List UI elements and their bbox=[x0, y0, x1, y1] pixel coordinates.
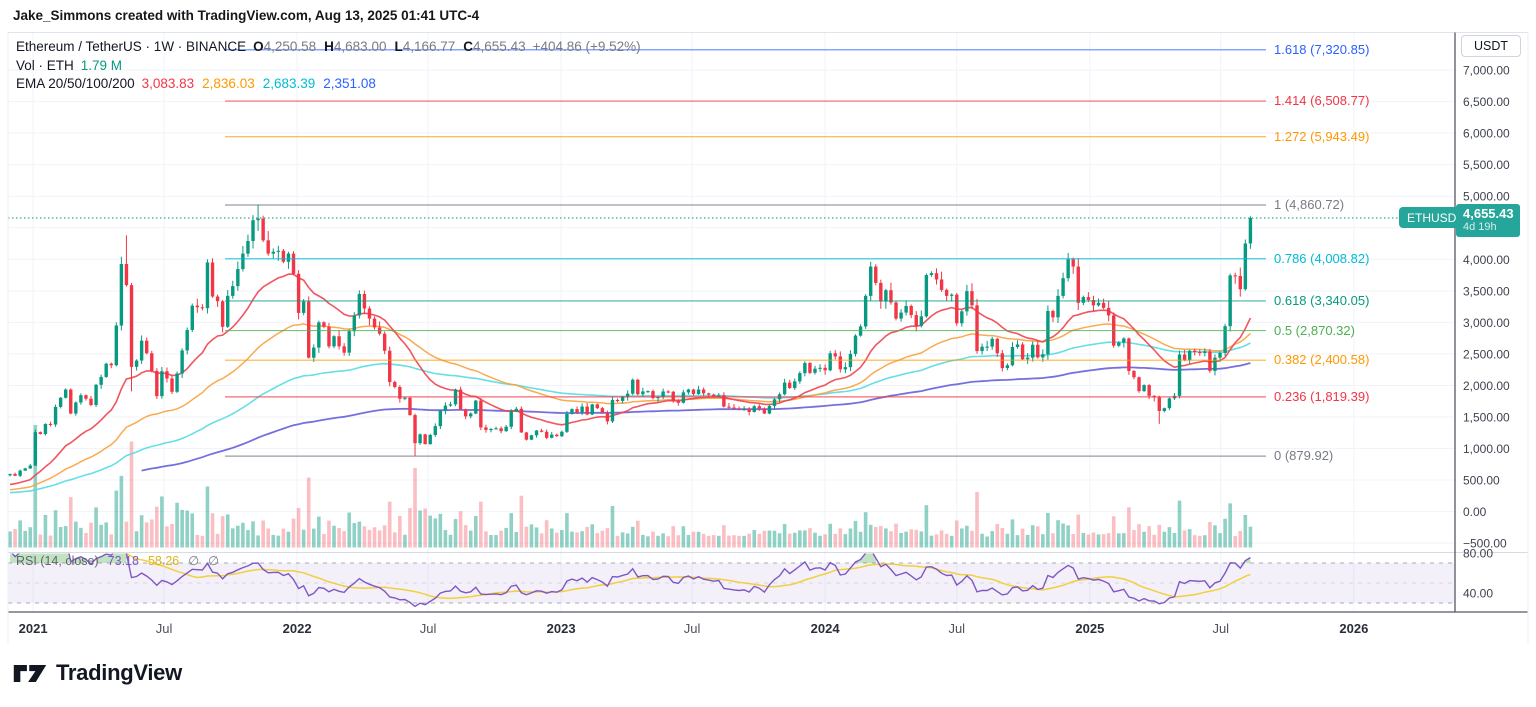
time-tick-label: Jul bbox=[420, 621, 437, 636]
tradingview-logo-icon[interactable] bbox=[13, 663, 47, 684]
ema-20-line bbox=[9, 273, 1252, 486]
price-axis[interactable]: 7,000.00 6,500.00 6,000.00 5,500.00 5,000.00… bbox=[1463, 64, 1510, 601]
time-tick-label: 2025 bbox=[1075, 621, 1104, 636]
fib-level-label[interactable]: 0.618 (3,340.05) bbox=[1274, 292, 1370, 308]
time-tick-label: Jul bbox=[684, 621, 701, 636]
tradingview-footer: TradingView bbox=[13, 660, 182, 686]
fib-level-label[interactable]: 1.272 (5,943.49) bbox=[1274, 128, 1370, 144]
change-value: +404.86 (+9.52%) bbox=[532, 39, 641, 54]
rsi-plot bbox=[10, 553, 1251, 608]
ema-value: 3,083.83 bbox=[141, 76, 195, 91]
symbol-price-tag: ETHUSDT bbox=[1399, 207, 1472, 228]
ema-value: 2,683.39 bbox=[262, 76, 316, 91]
price-tick-label: −500.00 bbox=[1463, 537, 1507, 551]
ohlc-item: H4,683.00 bbox=[324, 39, 386, 54]
volume-series bbox=[8, 424, 1253, 548]
fib-level-label[interactable]: 0 (879.92) bbox=[1274, 448, 1334, 464]
price-tick-label: 500.00 bbox=[1463, 474, 1500, 488]
rsi-tick-label: 80.00 bbox=[1463, 547, 1493, 561]
price-tick-label: 7,000.00 bbox=[1463, 64, 1510, 78]
bar-countdown: 4d 19h bbox=[1463, 221, 1497, 233]
pane-borders bbox=[7, 32, 1529, 643]
chart-legend: Ethereum / TetherUS · 1W · BINANCE O4,25… bbox=[16, 39, 641, 95]
ema-200-line bbox=[141, 362, 1251, 472]
price-tick-label: 4,000.00 bbox=[1463, 253, 1510, 267]
fib-level-label[interactable]: 1 (4,860.72) bbox=[1274, 197, 1345, 212]
ohlc-value: 4,166.77 bbox=[402, 39, 456, 54]
price-tick-label: 5,500.00 bbox=[1463, 158, 1510, 172]
time-tick-label: 2026 bbox=[1339, 621, 1368, 636]
last-price-value: 4,655.43 bbox=[1463, 206, 1514, 221]
ohlc-letter: L bbox=[394, 39, 403, 54]
grid bbox=[8, 32, 1455, 612]
time-tick-label: 2023 bbox=[547, 621, 576, 636]
rsi-value: 73.18 bbox=[107, 554, 139, 568]
time-tick-label: 2021 bbox=[19, 621, 48, 636]
time-tick-label: Jul bbox=[156, 621, 173, 636]
rsi-line bbox=[11, 553, 1251, 608]
ohlc-values: O4,250.58 H4,683.00 L4,166.77 C4,655.43 bbox=[253, 39, 526, 54]
ohlc-letter: O bbox=[253, 39, 264, 54]
time-tick-label: 2024 bbox=[811, 621, 841, 636]
rsi-band bbox=[8, 562, 1455, 604]
volume-study-label[interactable]: Vol · ETH bbox=[16, 57, 74, 73]
price-tick-label: 1,000.00 bbox=[1463, 442, 1510, 456]
time-tick-label: Jul bbox=[1212, 621, 1229, 636]
fib-level-label[interactable]: 1.618 (7,320.85) bbox=[1274, 41, 1370, 57]
fib-level-label[interactable]: 0.382 (2,400.58) bbox=[1274, 352, 1370, 368]
ema-value: 2,836.03 bbox=[202, 76, 255, 91]
price-tick-label: 6,000.00 bbox=[1463, 127, 1510, 141]
ohlc-value: 4,655.43 bbox=[473, 39, 526, 54]
ohlc-letter: C bbox=[463, 39, 474, 54]
ohlc-item: C4,655.43 bbox=[463, 39, 525, 54]
price-tag-symbol: ETHUSDT bbox=[1407, 210, 1464, 225]
ema-study-label[interactable]: EMA 20/50/100/200 bbox=[16, 76, 135, 91]
ohlc-item: O4,250.58 bbox=[253, 39, 316, 54]
ema-50-line bbox=[9, 323, 1251, 491]
rsi-tick-label: 40.00 bbox=[1463, 587, 1493, 601]
price-tick-label: 2,500.00 bbox=[1463, 347, 1510, 361]
price-tick-label: 3,500.00 bbox=[1463, 284, 1510, 298]
price-tick-label: 1,500.00 bbox=[1463, 410, 1510, 424]
rsi-legend-row: RSI (14, close) 73.18 58.26 ∅ ∅ bbox=[16, 553, 219, 568]
rsi-ma-value: 58.26 bbox=[147, 554, 180, 568]
time-tick-label: Jul bbox=[948, 621, 965, 636]
credit-line: Jake_Simmons created with TradingView.co… bbox=[13, 8, 480, 23]
fib-level-label[interactable]: 0.5 (2,870.32) bbox=[1274, 322, 1355, 338]
time-tick-label: 2022 bbox=[283, 621, 312, 636]
ohlc-item: L4,166.77 bbox=[394, 39, 455, 54]
price-tick-label: 3,000.00 bbox=[1463, 316, 1510, 330]
ema-legend-row: EMA 20/50/100/200 3,083.83 2,836.03 2,683.… bbox=[16, 76, 641, 95]
time-axis[interactable]: 2021 Jul 2022 Jul 2023 Jul 2024 Jul 2025 Jul 2026 bbox=[19, 621, 1369, 636]
ema-values: 3,083.83 2,836.03 2,683.39 2,351.08 bbox=[142, 76, 376, 91]
fib-level-label[interactable]: 0.786 (4,008.82) bbox=[1274, 250, 1370, 266]
rsi-study-label[interactable]: RSI (14, close) bbox=[16, 554, 99, 568]
symbol-legend-row: Ethereum / TetherUS · 1W · BINANCE O4,25… bbox=[16, 39, 641, 58]
ohlc-value: 4,683.00 bbox=[333, 39, 387, 54]
volume-value: 1.79 M bbox=[80, 57, 123, 73]
ohlc-letter: H bbox=[324, 39, 334, 54]
rsi-empty-value-2: ∅ bbox=[208, 554, 220, 568]
tradingview-brand-text[interactable]: TradingView bbox=[56, 660, 182, 685]
ohlc-value: 4,250.58 bbox=[263, 39, 317, 54]
volume-legend-row: Vol · ETH 1.79 M bbox=[16, 58, 641, 77]
ema-value: 2,351.08 bbox=[323, 76, 376, 91]
fib-retracement-lines[interactable] bbox=[225, 49, 1266, 457]
fib-level-label[interactable]: 0.236 (1,819.39) bbox=[1274, 388, 1370, 404]
price-tick-label: 2,000.00 bbox=[1463, 379, 1510, 393]
price-tick-label: 6,500.00 bbox=[1463, 95, 1510, 109]
last-price-label: 4,655.43 4d 19h bbox=[1456, 204, 1520, 237]
candlestick-series bbox=[8, 204, 1253, 478]
symbol-title[interactable]: Ethereum / TetherUS · 1W · BINANCE bbox=[16, 39, 247, 54]
rsi-empty-value-1: ∅ bbox=[188, 554, 200, 568]
fib-level-label[interactable]: 1.414 (6,508.77) bbox=[1274, 93, 1370, 109]
price-axis-currency-button[interactable]: USDT bbox=[1461, 35, 1521, 57]
price-tick-label: 0.00 bbox=[1463, 505, 1487, 519]
price-tick-label: 5,000.00 bbox=[1463, 190, 1510, 204]
